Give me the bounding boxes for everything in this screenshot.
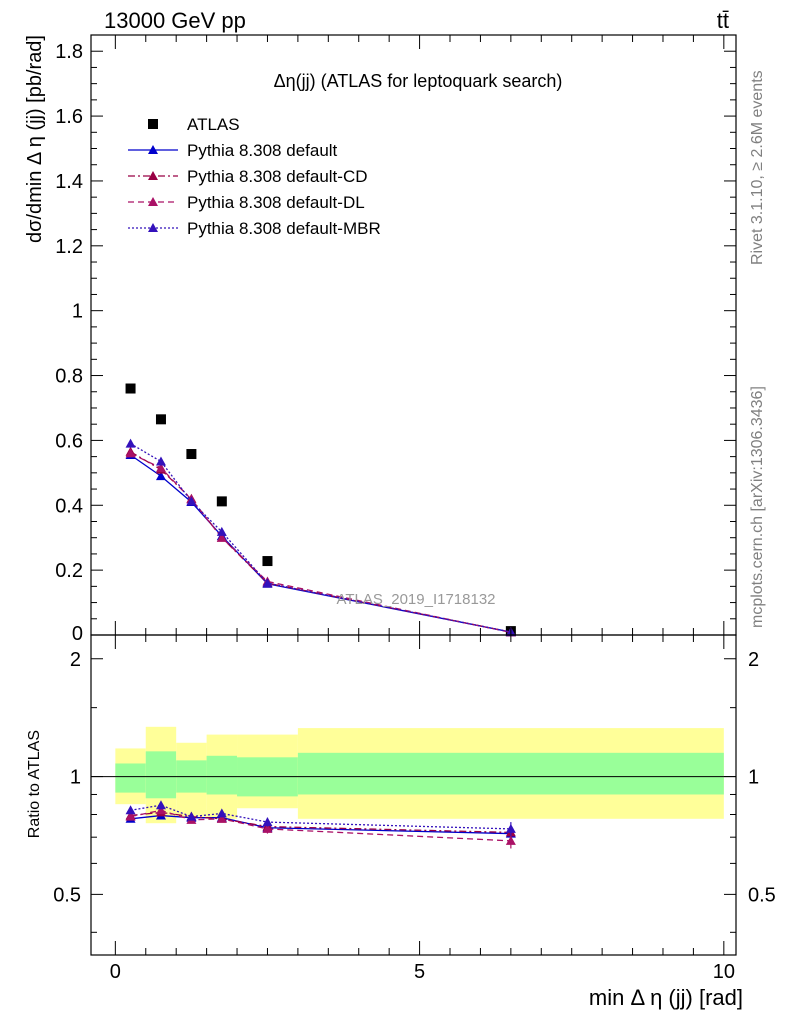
atlas-data-point [216,496,227,507]
series-marker [155,456,166,466]
legend-marker-triangle [148,223,158,232]
uncertainty-band-inner [115,763,146,793]
main-y-tick-label: 0.8 [55,366,83,388]
ratio-panel: 0.5 0.5 1 1 2 2 0 5 10 Ratio to ATLAS [26,634,776,983]
legend-marker-square [148,119,158,129]
main-axis-ticks: 0.2 0.4 0.6 0.8 1 1.2 1.4 1.6 1.8 0 [55,35,736,645]
ratio-axis-ticks: 0.5 0.5 1 1 2 2 0 5 10 [53,635,776,983]
ratio-y-tick-label: 0.5 [53,884,81,906]
series-marker [216,526,227,536]
ratio-series-marker [262,823,273,833]
ratio-y-tick-label-right: 0.5 [748,884,776,906]
main-y-tick-label: 1.6 [55,106,83,128]
main-panel: 0.2 0.4 0.6 0.8 1 1.2 1.4 1.6 1.8 0 Δη(jj) (ATLAS… [24,34,737,645]
series-marker [155,462,166,472]
main-y-tick-label: 1.8 [55,41,83,63]
atlas-data-point [186,449,197,460]
x-tick-label: 5 [414,961,425,983]
legend-marker-triangle [148,197,158,206]
main-y-tick-label: 0.4 [55,495,83,517]
ratio-series-line-dotted [130,804,511,830]
main-y-tick-label: 1 [72,301,83,323]
ratio-series-marker [155,805,166,815]
legend-item: Pythia 8.308 default-DL [128,193,365,212]
legend-item: ATLAS [148,115,240,134]
series-marker [186,496,197,506]
rivet-label: Rivet 3.1.10, ≥ 2.6M events [749,70,766,265]
series-line-dotted [130,443,511,633]
legend-label: Pythia 8.308 default-MBR [187,219,381,238]
ratio-series-marker [125,805,136,815]
main-y-tick-label: 0.2 [55,560,83,582]
uncertainty-band-inner [206,755,238,795]
uncertainty-band-inner [145,751,177,799]
legend-item: Pythia 8.308 default-MBR [128,219,381,238]
ratio-series-marker [505,835,516,845]
ratio-plot-area [91,726,736,849]
energy-label: 13000 GeV pp [104,8,246,33]
x-tick-label: 10 [713,961,735,983]
series-marker [125,438,136,448]
main-y-tick-label: 1.2 [55,236,83,258]
x-axis-label: min Δ η (jj) [rad] [589,985,743,1010]
series-marker [155,471,166,481]
ratio-series-line-dashed [130,809,511,842]
legend-label: Pythia 8.308 default-DL [187,193,365,212]
x-tick-label: 0 [110,961,121,983]
main-y-tick-label: 1.4 [55,171,83,193]
main-y-zero-label: 0 [72,623,83,645]
atlas-data-point [125,383,136,394]
legend-label: Pythia 8.308 default-CD [187,167,368,186]
main-y-tick-label: 0.6 [55,430,83,452]
atlas-data-point [155,414,166,425]
legend-item: Pythia 8.308 default-CD [128,167,368,186]
source-label: mcplots.cern.ch [arXiv:1306.3436] [749,386,766,628]
main-plot-area [125,383,516,637]
ratio-series-marker [262,817,273,827]
series-marker [216,532,227,542]
ratio-series-marker [505,823,516,833]
chart-title: Δη(jj) (ATLAS for leptoquark search) [274,71,563,91]
ratio-y-axis-label: Ratio to ATLAS [26,730,43,838]
ratio-series-marker [216,813,227,823]
ratio-series-marker [155,800,166,810]
ratio-series-marker [216,808,227,818]
atlas-data-point [262,556,273,567]
uncertainty-band-inner [297,752,724,795]
legend-marker-triangle [148,145,158,154]
legend-label: Pythia 8.308 default [187,141,338,160]
legend-marker-triangle [148,171,158,180]
ratio-series-line-dashdot [130,811,511,834]
watermark: ATLAS_2019_I1718132 [336,591,495,608]
series-marker [262,578,273,588]
ratio-y-tick-label: 1 [70,767,81,789]
y-axis-label: dσ/dmin Δ η (jj) [pb/rad] [24,35,46,243]
legend-label: ATLAS [187,115,240,134]
ratio-frame [90,634,737,956]
ratio-y-tick-label-right: 2 [748,649,759,671]
ratio-y-tick-label-right: 1 [748,767,759,789]
ratio-series-marker [186,811,197,821]
series-line-dashed [130,452,511,634]
legend: ATLAS Pythia 8.308 default Pythia 8.308 de… [128,115,381,238]
ratio-y-tick-label: 2 [70,649,81,671]
series-marker [125,448,136,458]
ratio-series-marker [125,811,136,821]
legend-item: Pythia 8.308 default [128,141,338,160]
process-label: tt̄ [717,8,729,33]
